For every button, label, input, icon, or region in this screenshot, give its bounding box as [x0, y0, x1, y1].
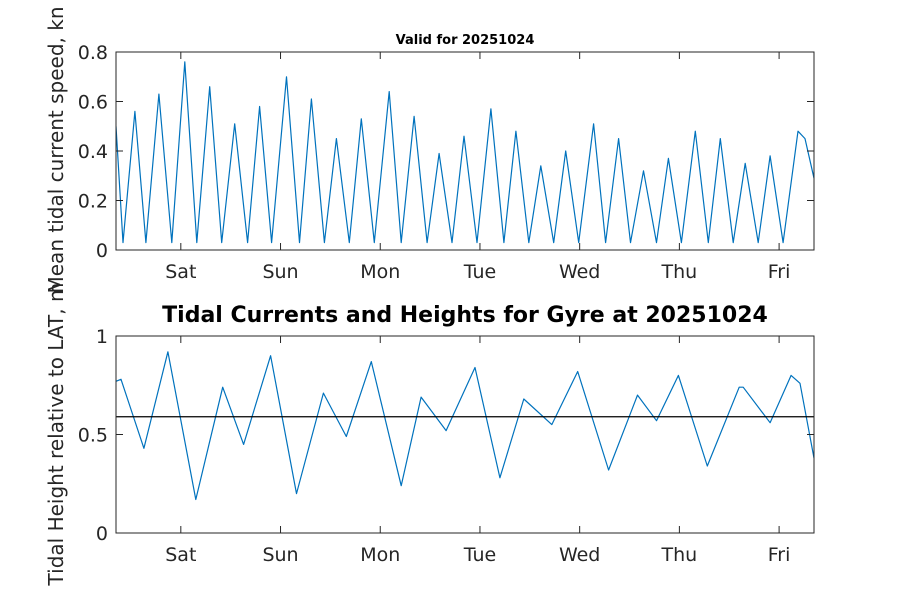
- tidal-height-x-tick-label: Sun: [262, 544, 298, 566]
- tidal-height-y-tick-label: 0.5: [78, 425, 108, 447]
- tidal-height-x-tick-label: Wed: [559, 544, 600, 566]
- tidal-height-x-tick-label: Thu: [661, 544, 698, 566]
- current-speed-y-tick-label: 0.2: [78, 191, 108, 213]
- current-speed-x-tick-label: Mon: [360, 261, 400, 283]
- current-speed-x-tick-label: Wed: [559, 261, 600, 283]
- tidal-height-x-tick-label: Fri: [768, 544, 791, 566]
- tidal-height-series-line: [116, 351, 814, 501]
- current-speed-y-tick-label: 0: [96, 240, 108, 262]
- tidal-height-x-tick-label: Sat: [165, 544, 196, 566]
- tidal-height-panel: Tidal Currents and Heights for Gyre at 2…: [44, 283, 815, 587]
- tidal-height-title: Tidal Currents and Heights for Gyre at 2…: [162, 303, 768, 328]
- current-speed-y-tick-label: 0.4: [78, 141, 108, 163]
- current-speed-x-tick-label: Fri: [768, 261, 791, 283]
- current-speed-x-tick-label: Tue: [463, 261, 496, 283]
- tidal-height-x-tick-label: Mon: [360, 544, 400, 566]
- current-speed-plot-area: 0 0.2 0.4 0.6 0.8 Sat Sun Mon Tue Wed Thu Fri: [78, 42, 815, 283]
- current-speed-panel: Valid for 20251024 0 0.2 0.4 0.6 0.8 Sat Sun Mo…: [44, 6, 815, 294]
- current-speed-y-tick-label: 0.6: [78, 92, 108, 114]
- tidal-height-y-tick-label: 0: [96, 523, 108, 545]
- tidal-height-x-tick-label: Tue: [463, 544, 496, 566]
- current-speed-y-axis-label: Mean tidal current speed, kn: [44, 6, 68, 293]
- current-speed-x-tick-label: Thu: [661, 261, 698, 283]
- current-speed-series-line: [116, 61, 814, 244]
- tidal-height-y-axis-label: Tidal Height relative to LAT, m: [44, 283, 68, 587]
- current-speed-title: Valid for 20251024: [396, 33, 535, 48]
- tidal-height-plot-area: 0 0.5 1 Sat Sun Mon Tue Wed Thu Fri: [78, 326, 815, 566]
- current-speed-x-tick-label: Sat: [165, 261, 196, 283]
- tidal-height-y-tick-label: 1: [96, 326, 108, 348]
- current-speed-y-tick-label: 0.8: [78, 42, 108, 64]
- current-speed-x-tick-label: Sun: [262, 261, 298, 283]
